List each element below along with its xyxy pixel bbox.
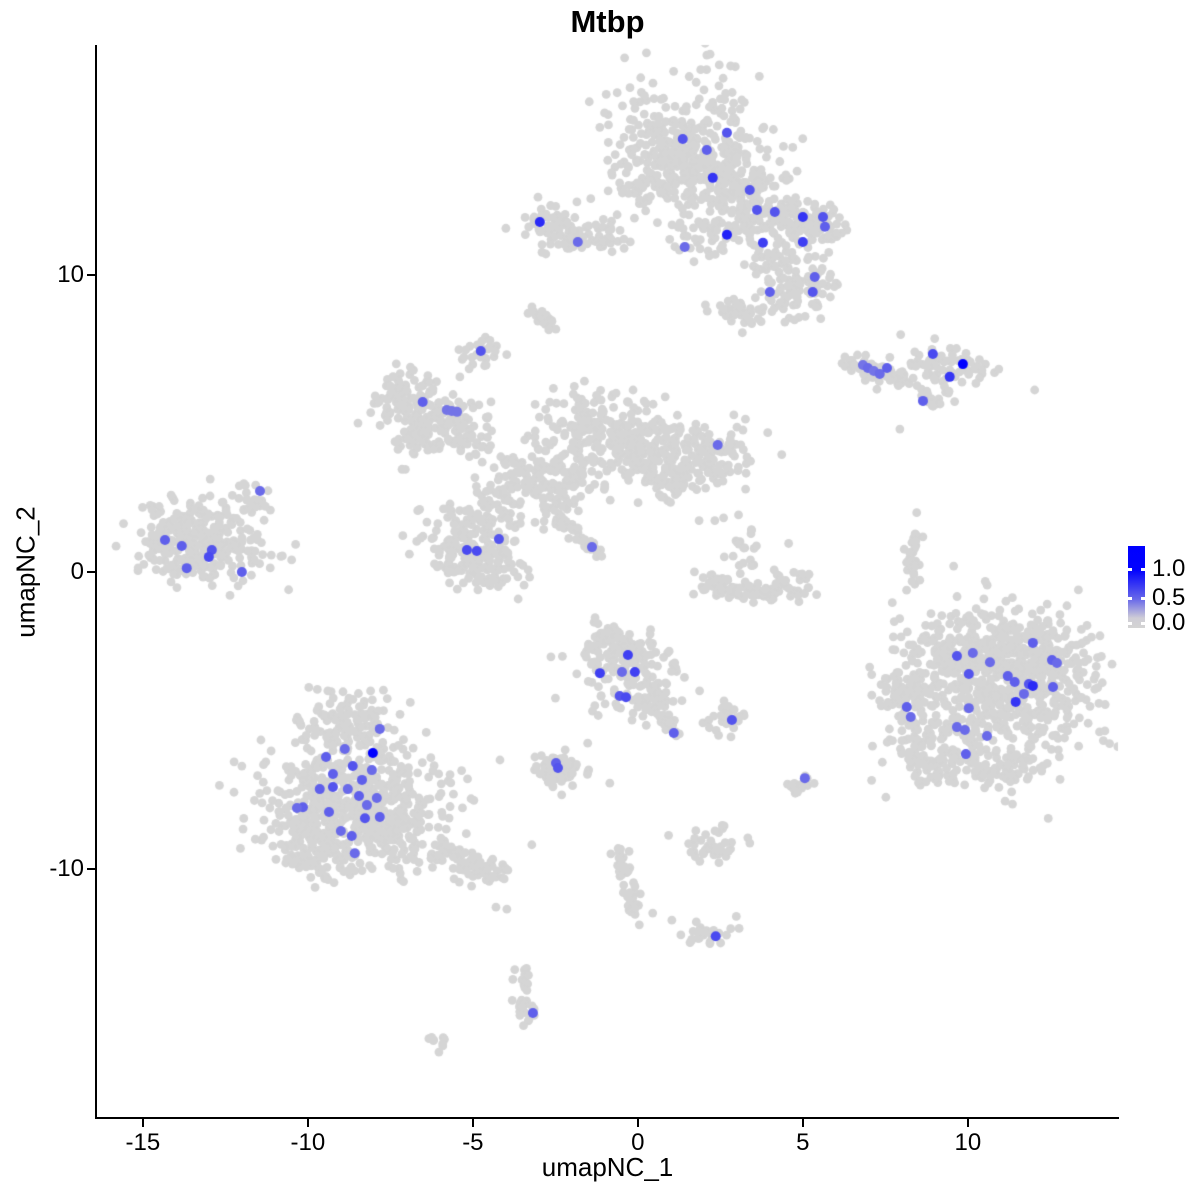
x-tick-label: 0 xyxy=(631,1129,645,1156)
x-tick-label: -5 xyxy=(462,1129,484,1156)
x-tick-label: 5 xyxy=(796,1129,810,1156)
y-axis-line xyxy=(95,45,97,1119)
legend-tick xyxy=(1128,622,1132,625)
x-axis-title: umapNC_1 xyxy=(541,1152,674,1182)
legend-tick xyxy=(1128,568,1132,571)
legend-gradient-bar xyxy=(1128,546,1145,628)
x-tick-mark xyxy=(141,1119,144,1127)
plot-title: Mtbp xyxy=(570,4,645,39)
x-tick-mark xyxy=(801,1119,804,1127)
x-tick-label: 10 xyxy=(954,1129,982,1156)
y-tick-mark xyxy=(87,571,95,573)
x-tick-mark xyxy=(966,1119,969,1127)
legend-label-mid: 0.5 xyxy=(1152,584,1186,611)
y-tick-label: 0 xyxy=(70,558,84,585)
legend-label-low: 0.0 xyxy=(1152,609,1186,636)
legend-tick xyxy=(1128,597,1132,600)
legend-tick xyxy=(1141,597,1145,600)
legend-tick xyxy=(1141,622,1145,625)
x-axis-line xyxy=(95,1117,1119,1119)
x-tick-mark xyxy=(471,1119,474,1127)
y-tick-mark xyxy=(87,274,95,277)
x-tick-mark xyxy=(636,1119,639,1127)
x-tick-label: -15 xyxy=(125,1129,161,1156)
legend-tick xyxy=(1141,568,1145,571)
y-tick-label: -10 xyxy=(49,854,84,882)
x-tick-label: -10 xyxy=(290,1129,326,1156)
legend-label-high: 1.0 xyxy=(1152,555,1186,582)
x-tick-mark xyxy=(306,1119,309,1127)
y-axis-title: umapNC_2 xyxy=(10,506,41,638)
y-tick-label: 10 xyxy=(57,261,84,289)
y-tick-mark xyxy=(87,867,95,870)
